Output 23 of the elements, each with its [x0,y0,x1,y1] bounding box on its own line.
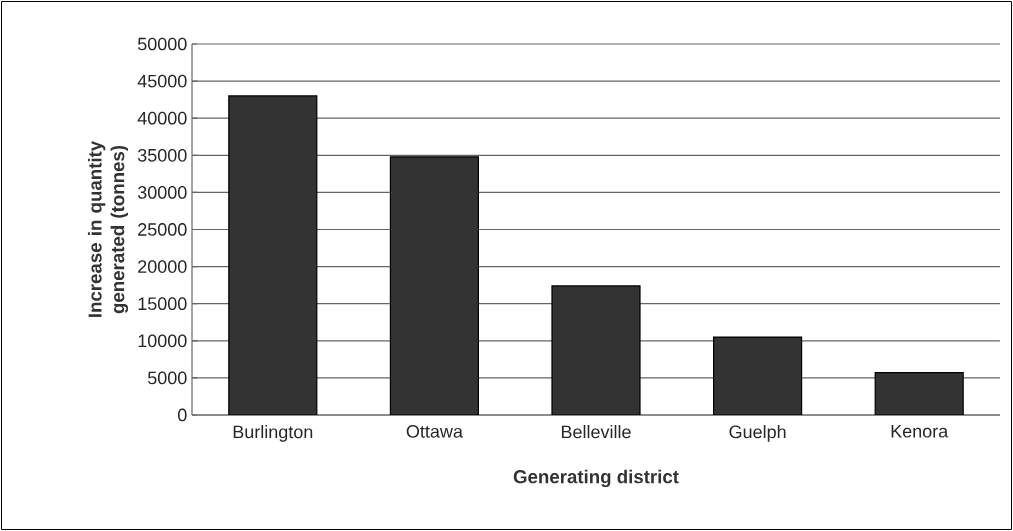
bar [713,336,803,415]
x-tick-label: Kenora [891,425,949,438]
y-tick-label: 40000 [137,111,187,125]
y-tick-label: 20000 [138,260,187,273]
bar [389,156,479,415]
y-tick-label: 5000 [147,371,187,385]
x-tick-label: Belleville [561,425,631,439]
x-tick-label: Guelph [729,425,786,442]
y-tick-label: 50000 [137,37,187,51]
bar [874,372,964,415]
y-axis-title: Increase in quantity generated (tonnes) [87,140,129,317]
y-tick-label: 30000 [137,186,187,199]
x-axis-title: Generating district [513,469,679,488]
y-tick-label: 45000 [137,74,187,88]
y-tick-label: 15000 [138,297,187,311]
x-tick-label: Burlington [233,425,313,442]
y-tick-label: 0 [178,408,187,422]
y-tick-label: 35000 [137,148,187,162]
y-tick-label: 10000 [138,334,187,348]
x-tick-label: Ottawa [406,425,463,438]
bar [228,95,318,415]
y-tick-label: 25000 [138,223,187,236]
bar [551,285,641,415]
